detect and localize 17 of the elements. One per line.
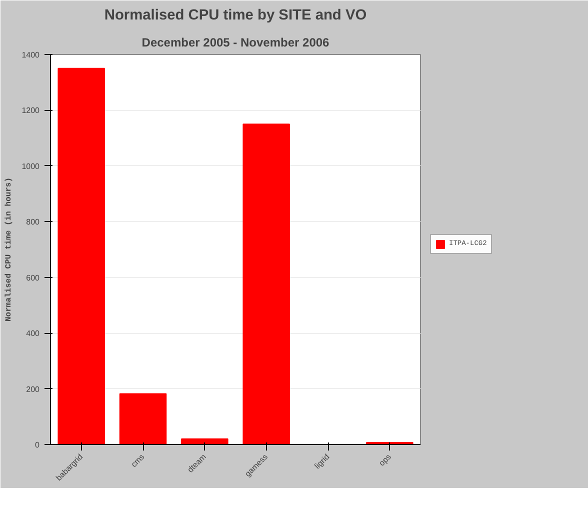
bar — [242, 124, 290, 444]
x-tick-label: cms — [129, 452, 146, 470]
y-tick-label: 1000 — [22, 162, 40, 171]
bar — [119, 393, 167, 444]
chart-title: Normalised CPU time by SITE and VO — [104, 8, 367, 24]
y-axis-title: Normalised CPU time (in hours) — [4, 177, 14, 322]
y-tick-label: 400 — [26, 329, 40, 338]
y-tick-label: 1200 — [22, 106, 40, 116]
y-tick-label: 600 — [26, 273, 40, 282]
y-tick-label: 1400 — [22, 50, 40, 60]
y-tick-label: 0 — [35, 440, 40, 450]
bar — [58, 68, 105, 444]
bar — [181, 438, 228, 444]
chart-subtitle: December 2005 - November 2006 — [142, 36, 330, 50]
x-tick-label: ops — [377, 452, 393, 468]
y-tick-label: 800 — [26, 218, 40, 227]
y-tick-label: 200 — [26, 384, 40, 394]
